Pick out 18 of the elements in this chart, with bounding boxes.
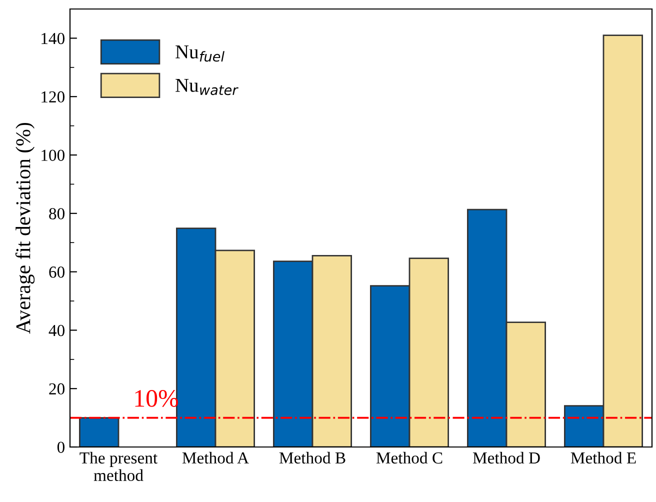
legend-label: Nu$_{fuel}$ [176, 46, 224, 62]
y-tick-label: 140 [42, 32, 65, 44]
legend-label: Nu$_{water}$ [176, 79, 238, 96]
y-tick-label: 60 [49, 266, 65, 278]
x-tick-label: Method C [376, 452, 442, 464]
bar [79, 417, 120, 447]
x-tick-label: Method E [570, 452, 636, 464]
x-tick-label: The present method [80, 452, 158, 482]
y-tick-label: 120 [42, 91, 65, 103]
x-tick-label: Method B [279, 452, 346, 464]
y-tick-label: 40 [48, 324, 65, 336]
y-tick-label: 100 [42, 150, 65, 161]
x-tick-label: Method D [472, 452, 540, 464]
y-tick-label: 0 [57, 442, 65, 453]
y-tick-label: 20 [49, 383, 65, 395]
y-tick-label: 80 [49, 208, 65, 220]
x-tick-label: Method A [182, 452, 249, 464]
y-axis-title: Average fit deviation (%) [15, 122, 35, 334]
